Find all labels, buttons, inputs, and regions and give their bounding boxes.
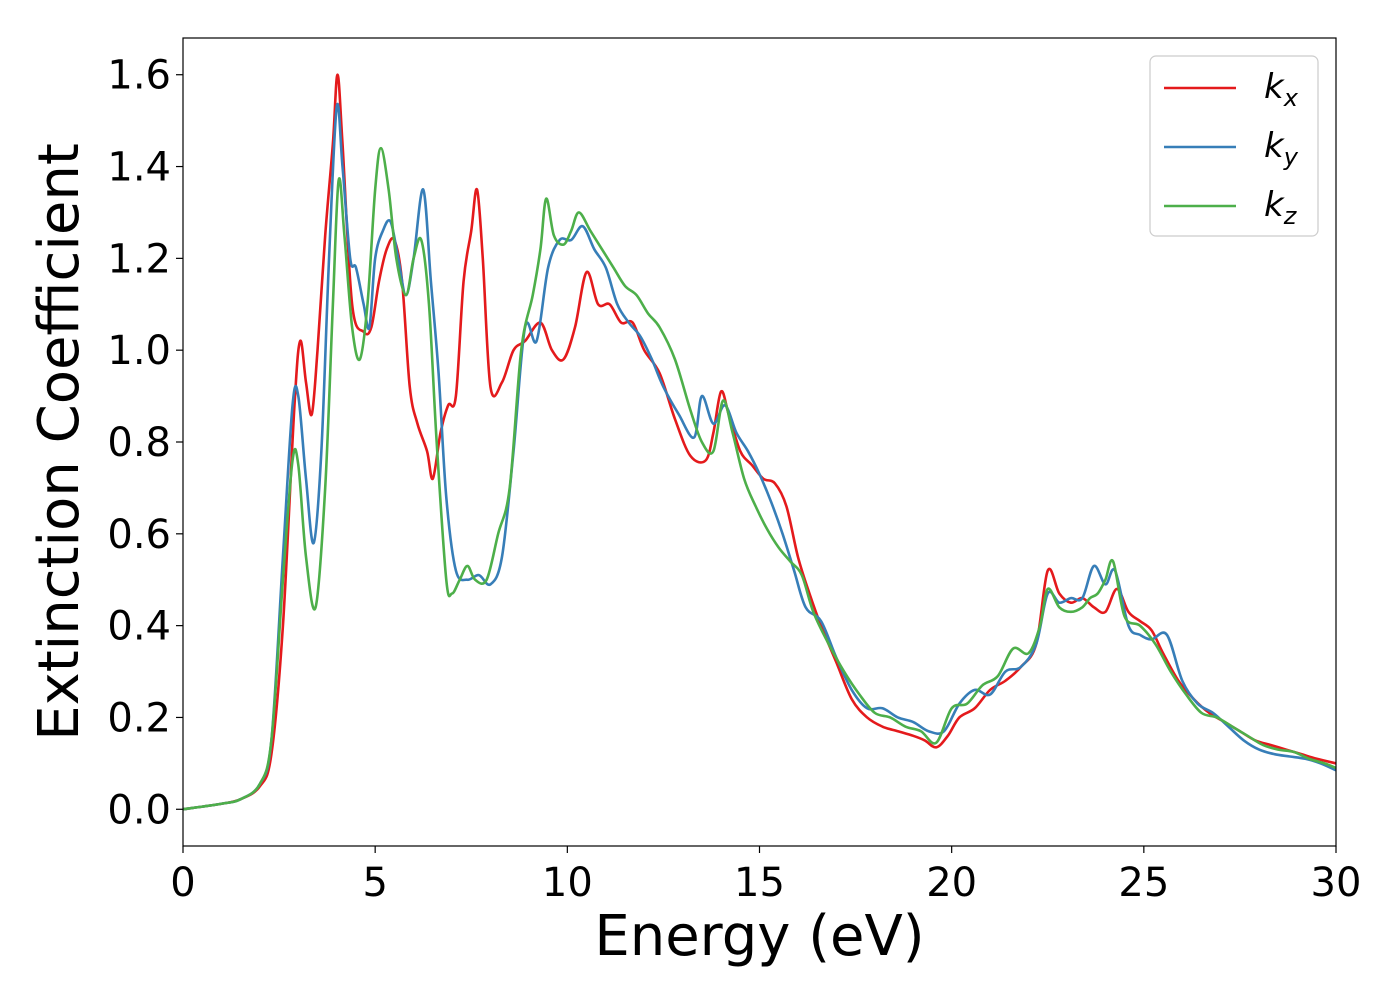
x-tick-label: 0: [170, 860, 195, 906]
y-tick-label: 0.8: [107, 420, 171, 466]
x-tick-label: 10: [542, 860, 593, 906]
legend-label-main: k: [1264, 67, 1285, 107]
y-tick-label: 0.2: [107, 695, 171, 741]
legend-label-z: kz: [1264, 185, 1298, 230]
legend-label-subscript: x: [1283, 84, 1299, 112]
series-layer: [183, 73, 1336, 811]
y-tick-label: 0.4: [107, 604, 171, 650]
y-tick-label: 0.6: [107, 512, 171, 558]
y-tick-label: 1.6: [107, 53, 171, 99]
y-axis-title: Extinction Coefficient: [27, 143, 92, 741]
y-tick-label: 1.0: [107, 328, 171, 374]
x-axis-title: Energy (eV): [594, 904, 924, 969]
y-tick-label: 1.2: [107, 236, 171, 282]
x-tick-label: 5: [362, 860, 387, 906]
legend-label-x: kx: [1264, 67, 1299, 112]
x-tick-label: 30: [1311, 860, 1362, 906]
legend-label-y: ky: [1264, 126, 1299, 171]
y-tick-label: 0.0: [107, 787, 171, 833]
series-line-z: [183, 146, 1336, 811]
legend-label-main: k: [1264, 126, 1285, 166]
legend-label-subscript: z: [1283, 202, 1298, 230]
y-axis: 0.0 0.2 0.4 0.6 0.8 1.0 1.2 1.4 1.6: [107, 53, 183, 833]
legend-label-main: k: [1264, 185, 1285, 225]
y-tick-label: 1.4: [107, 145, 171, 191]
x-tick-label: 25: [1118, 860, 1169, 906]
series-line-y: [183, 102, 1336, 811]
x-tick-label: 15: [734, 860, 785, 906]
legend-label-subscript: y: [1283, 143, 1299, 171]
x-tick-label: 20: [926, 860, 977, 906]
x-axis: 0 5 10 15 20 25 30: [170, 846, 1361, 906]
